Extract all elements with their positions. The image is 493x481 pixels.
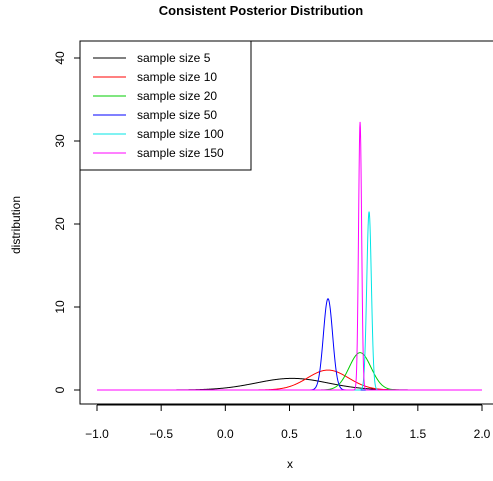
x-tick-label: 1.5 — [409, 427, 426, 441]
series-line — [97, 352, 482, 391]
legend-label: sample size 10 — [137, 70, 217, 84]
x-tick-label: 0.5 — [281, 427, 298, 441]
legend: sample size 5 sample size 10 sample size 2… — [79, 40, 252, 171]
x-tick-label: 2.0 — [474, 427, 491, 441]
legend-box — [79, 40, 252, 171]
x-axis: −1.0 −0.5 0.0 0.5 1.0 1.5 2.0 — [85, 404, 491, 441]
series-line — [97, 211, 482, 391]
y-tick-label: 40 — [53, 51, 67, 65]
y-tick-label: 30 — [53, 134, 67, 148]
legend-label: sample size 100 — [137, 127, 224, 141]
y-axis-label: distribution — [9, 196, 23, 254]
legend-label: sample size 50 — [137, 108, 217, 122]
series-curves — [97, 121, 482, 391]
x-tick-label: 1.0 — [345, 427, 362, 441]
series-line — [97, 121, 482, 391]
x-tick-label: −0.5 — [149, 427, 173, 441]
legend-label: sample size 5 — [137, 51, 211, 65]
series-line — [97, 369, 482, 391]
chart-title: Consistent Posterior Distribution — [159, 3, 363, 18]
x-tick-label: −1.0 — [85, 427, 109, 441]
y-tick-label: 20 — [53, 217, 67, 231]
y-tick-label: 0 — [53, 386, 67, 393]
x-axis-label: x — [287, 457, 293, 471]
y-axis: 0 10 20 30 40 — [53, 51, 81, 393]
series-line — [97, 298, 482, 391]
x-tick-label: 0.0 — [217, 427, 234, 441]
legend-label: sample size 150 — [137, 146, 224, 160]
series-line — [97, 377, 482, 391]
legend-label: sample size 20 — [137, 89, 217, 103]
y-tick-label: 10 — [53, 300, 67, 314]
